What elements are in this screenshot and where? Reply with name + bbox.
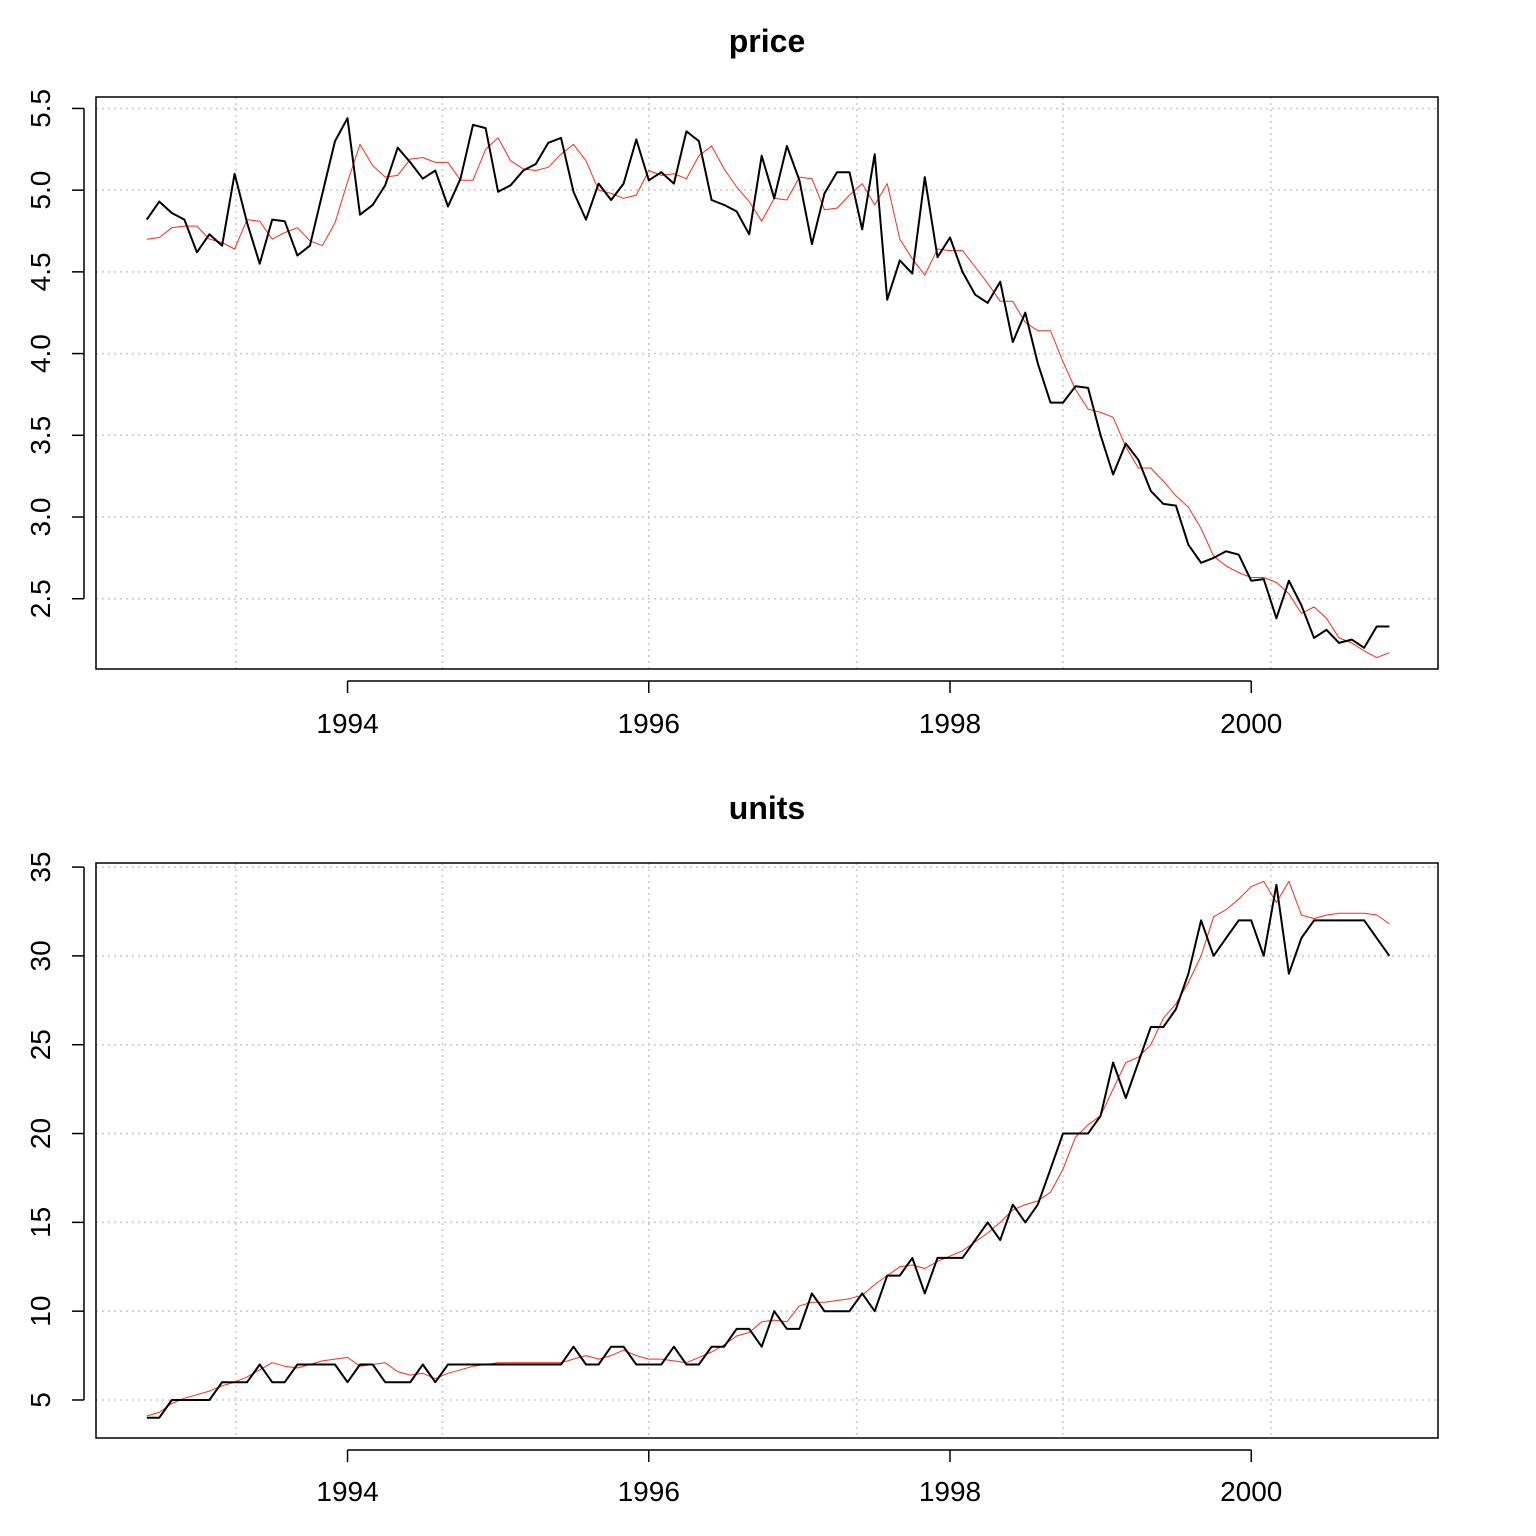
chart-title: price	[729, 23, 805, 59]
plot-frame	[95, 862, 1439, 1439]
y-tick-label: 35	[25, 852, 56, 883]
plot-frame	[95, 96, 1439, 670]
x-tick-label: 1996	[618, 1476, 680, 1507]
data-line	[146, 883, 1391, 1419]
y-tick-label: 5.5	[25, 89, 56, 128]
y-tick-label: 25	[25, 1029, 56, 1060]
x-tick-label: 1996	[618, 708, 680, 739]
x-tick-label: 1994	[316, 708, 378, 739]
y-tick-label: 5	[25, 1392, 56, 1408]
y-tick-label: 2.5	[25, 579, 56, 618]
x-tick-label: 1998	[919, 1476, 981, 1507]
x-tick-label: 2000	[1220, 1476, 1282, 1507]
x-tick-label: 1994	[316, 1476, 378, 1507]
data-line	[146, 880, 1390, 1417]
y-tick-label: 15	[25, 1207, 56, 1238]
y-tick-label: 3.0	[25, 498, 56, 537]
data-line	[146, 137, 1390, 659]
y-tick-label: 5.0	[25, 171, 56, 210]
x-tick-label: 2000	[1220, 708, 1282, 739]
y-tick-label: 30	[25, 940, 56, 971]
data-line	[145, 117, 1390, 649]
y-tick-label: 4.0	[25, 334, 56, 373]
y-tick-label: 3.5	[25, 416, 56, 455]
x-tick-label: 1998	[919, 708, 981, 739]
y-tick-label: 20	[25, 1118, 56, 1149]
y-tick-label: 4.5	[25, 252, 56, 291]
y-tick-label: 10	[25, 1296, 56, 1327]
chart-title: units	[729, 790, 805, 826]
